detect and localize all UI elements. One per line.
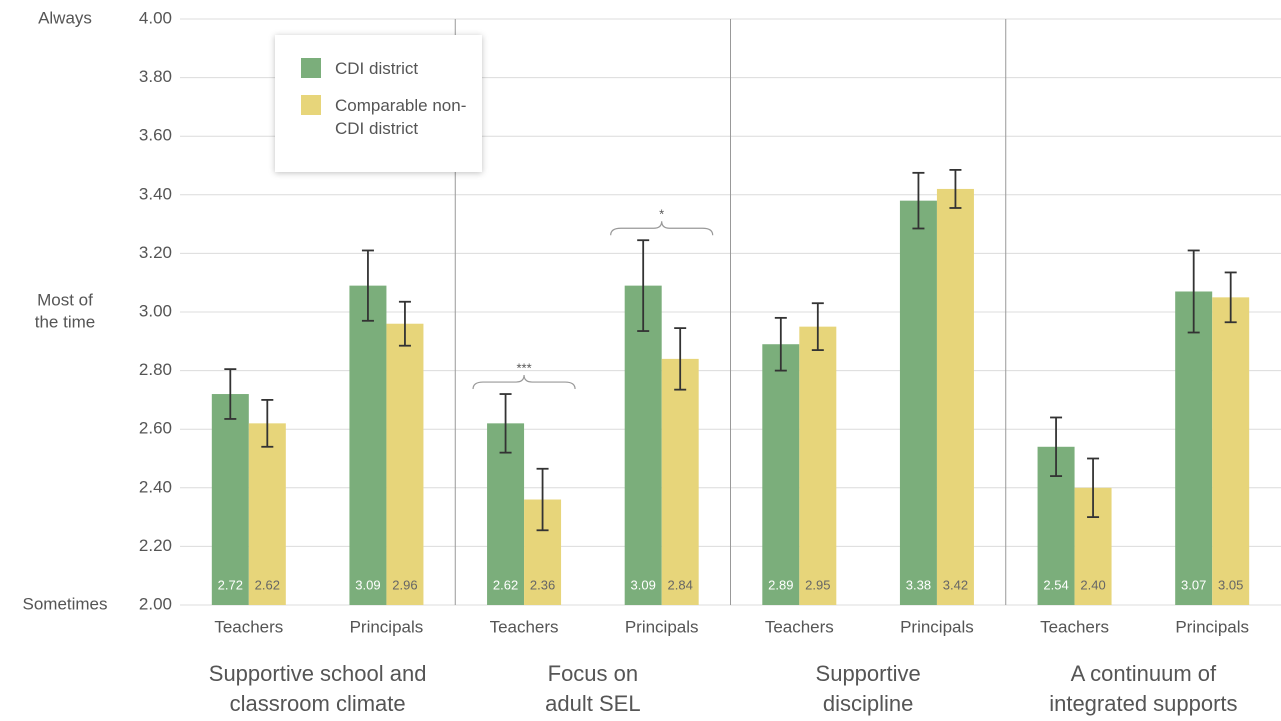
y-tick-label: 2.60 — [139, 419, 172, 438]
error-bar — [637, 239, 650, 332]
x-tick-label: Teachers — [490, 617, 559, 636]
x-tick-label: Teachers — [1040, 617, 1109, 636]
bar — [487, 423, 525, 605]
error-bar — [1187, 249, 1200, 334]
value-label: 2.84 — [668, 577, 693, 592]
significance-label: * — [659, 207, 664, 222]
value-label: 2.36 — [530, 577, 555, 592]
error-bar — [949, 168, 962, 209]
group-label: integrated supports — [1049, 691, 1237, 716]
y-anchor-label: Most of — [37, 290, 93, 309]
bar — [936, 188, 974, 605]
legend-label: Comparable non-CDI district — [335, 96, 467, 138]
legend-swatch — [301, 95, 321, 115]
error-bar — [361, 249, 374, 322]
legend-item: CDI district — [301, 57, 482, 80]
error-bar — [1224, 271, 1237, 324]
value-label: 3.38 — [906, 577, 931, 592]
y-tick-label: 2.80 — [139, 360, 172, 379]
value-label: 3.07 — [1181, 577, 1206, 592]
bar — [248, 423, 286, 605]
y-tick-label: 3.60 — [139, 126, 172, 145]
error-bar — [774, 316, 787, 372]
significance-brace — [610, 221, 714, 236]
error-bar — [811, 302, 824, 351]
error-bar — [1087, 457, 1100, 518]
group-label: discipline — [823, 691, 914, 716]
y-tick-label: 3.00 — [139, 301, 172, 320]
value-label: 2.62 — [255, 577, 280, 592]
y-anchor-label: Always — [38, 8, 92, 27]
value-label: 2.89 — [768, 577, 793, 592]
value-label: 3.09 — [355, 577, 380, 592]
group-label: adult SEL — [545, 691, 640, 716]
group-label: classroom climate — [230, 691, 406, 716]
x-tick-label: Principals — [625, 617, 699, 636]
value-label: 2.62 — [493, 577, 518, 592]
value-label: 2.54 — [1043, 577, 1068, 592]
bar — [1175, 291, 1213, 605]
bar — [661, 358, 699, 605]
error-bar — [499, 393, 512, 454]
error-bar — [224, 368, 237, 420]
y-tick-label: 2.00 — [139, 594, 172, 613]
value-label: 3.09 — [631, 577, 656, 592]
value-label: 3.05 — [1218, 577, 1243, 592]
bar — [349, 285, 387, 605]
y-anchor-label: the time — [35, 312, 95, 331]
group-label: A continuum of — [1071, 661, 1217, 686]
x-tick-label: Principals — [1175, 617, 1249, 636]
y-anchor-label: Sometimes — [22, 594, 107, 613]
y-tick-label: 2.40 — [139, 477, 172, 496]
significance-label: *** — [516, 360, 531, 375]
y-tick-label: 3.40 — [139, 184, 172, 203]
x-tick-label: Principals — [900, 617, 974, 636]
value-label: 2.40 — [1080, 577, 1105, 592]
value-label: 2.96 — [392, 577, 417, 592]
value-label: 3.42 — [943, 577, 968, 592]
bar — [211, 394, 249, 605]
value-label: 2.72 — [218, 577, 243, 592]
x-tick-label: Teachers — [765, 617, 834, 636]
legend-label: CDI district — [335, 59, 419, 78]
group-label: Supportive school and — [209, 661, 427, 686]
error-bar — [912, 171, 925, 230]
group-label: Focus on — [548, 661, 639, 686]
legend-item: Comparable non-CDI district — [301, 94, 482, 140]
error-bar — [536, 467, 549, 532]
y-tick-label: 2.20 — [139, 536, 172, 555]
bar — [386, 323, 424, 605]
significance-brace — [472, 375, 576, 390]
bar — [899, 200, 937, 605]
error-bar — [398, 300, 411, 347]
value-label: 2.95 — [805, 577, 830, 592]
y-tick-label: 4.00 — [139, 8, 172, 27]
error-bar — [674, 327, 687, 391]
bar — [762, 344, 800, 605]
y-tick-label: 3.80 — [139, 67, 172, 86]
legend: CDI district Comparable non-CDI district — [275, 35, 482, 172]
y-tick-label: 3.20 — [139, 243, 172, 262]
bar — [799, 326, 837, 605]
error-bar — [1050, 416, 1063, 477]
error-bar — [261, 398, 274, 448]
x-tick-label: Principals — [350, 617, 424, 636]
group-label: Supportive — [816, 661, 921, 686]
bar — [1212, 297, 1250, 605]
bar — [624, 285, 662, 605]
x-tick-label: Teachers — [214, 617, 283, 636]
legend-swatch — [301, 58, 321, 78]
